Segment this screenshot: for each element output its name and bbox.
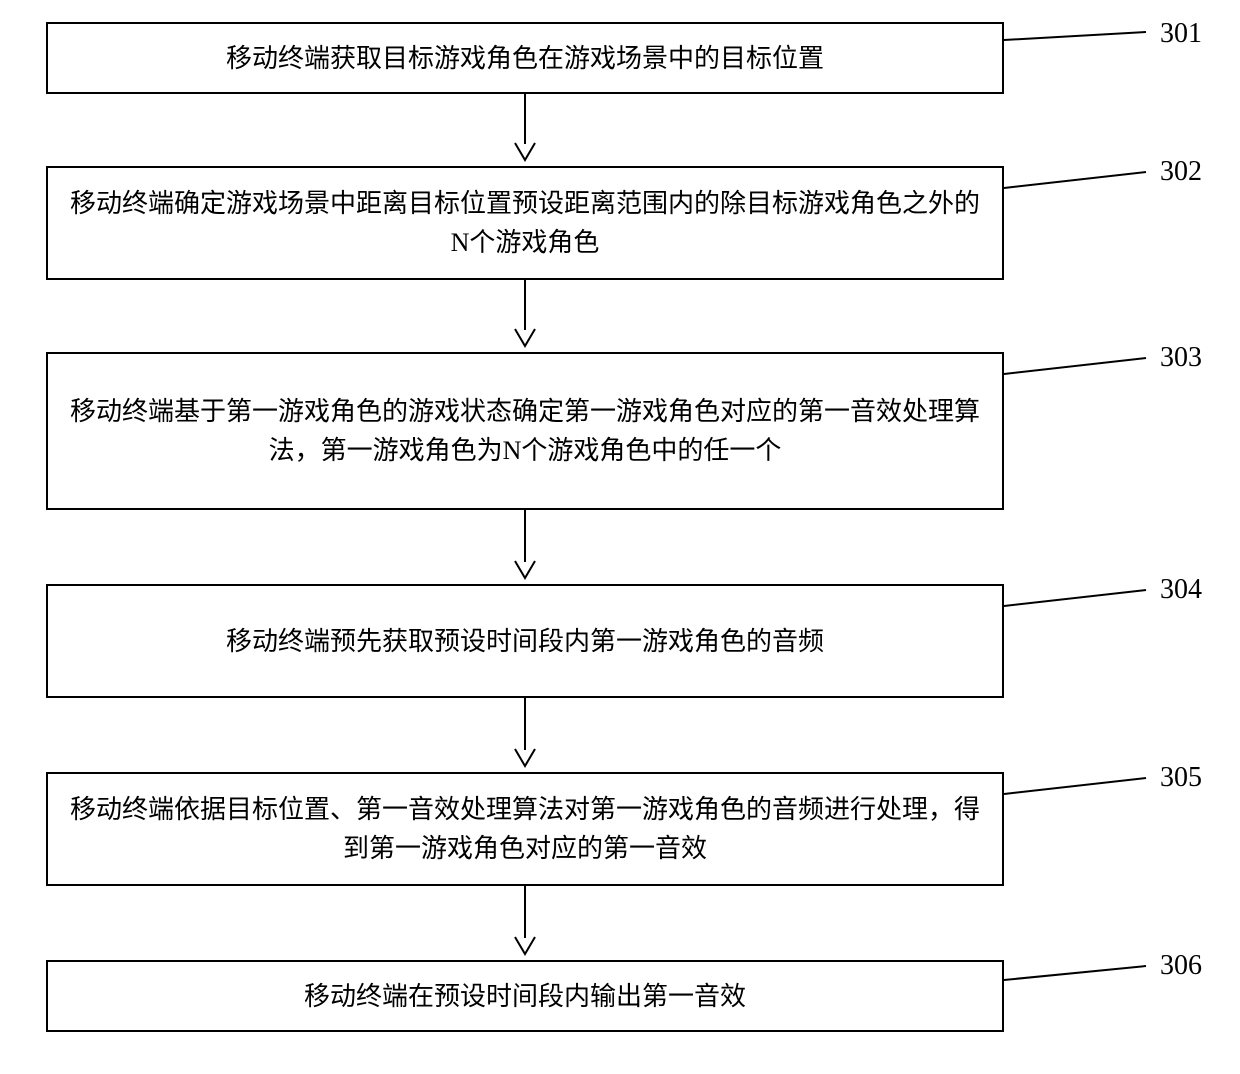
flow-step-text: 移动终端获取目标游戏角色在游戏场景中的目标位置 <box>226 39 824 78</box>
flowchart-canvas: 移动终端获取目标游戏角色在游戏场景中的目标位置 301 移动终端确定游戏场景中距… <box>0 0 1240 1074</box>
step-label-306: 306 <box>1160 950 1202 982</box>
flow-arrow <box>524 280 526 330</box>
step-label-301: 301 <box>1160 18 1202 50</box>
step-label-305: 305 <box>1160 762 1202 794</box>
flow-step-text: 移动终端在预设时间段内输出第一音效 <box>304 977 746 1016</box>
flow-step-text: 移动终端依据目标位置、第一音效处理算法对第一游戏角色的音频进行处理，得到第一游戏… <box>64 790 986 868</box>
flow-step-304: 移动终端预先获取预设时间段内第一游戏角色的音频 <box>46 584 1004 698</box>
flow-step-301: 移动终端获取目标游戏角色在游戏场景中的目标位置 <box>46 22 1004 94</box>
flow-step-306: 移动终端在预设时间段内输出第一音效 <box>46 960 1004 1032</box>
step-label-304: 304 <box>1160 574 1202 606</box>
flow-step-303: 移动终端基于第一游戏角色的游戏状态确定第一游戏角色对应的第一音效处理算法，第一游… <box>46 352 1004 510</box>
flow-arrow <box>524 698 526 750</box>
leader-line-302 <box>1004 170 1150 192</box>
flow-step-305: 移动终端依据目标位置、第一音效处理算法对第一游戏角色的音频进行处理，得到第一游戏… <box>46 772 1004 886</box>
leader-line-306 <box>1004 964 1150 986</box>
flow-arrow <box>524 94 526 144</box>
flow-arrow <box>524 510 526 562</box>
flow-arrow <box>524 886 526 938</box>
flow-step-text: 移动终端确定游戏场景中距离目标位置预设距离范围内的除目标游戏角色之外的N个游戏角… <box>64 184 986 262</box>
leader-line-303 <box>1004 356 1150 378</box>
flow-step-text: 移动终端基于第一游戏角色的游戏状态确定第一游戏角色对应的第一音效处理算法，第一游… <box>64 392 986 470</box>
step-label-303: 303 <box>1160 342 1202 374</box>
leader-line-305 <box>1004 776 1150 798</box>
step-label-302: 302 <box>1160 156 1202 188</box>
flow-step-302: 移动终端确定游戏场景中距离目标位置预设距离范围内的除目标游戏角色之外的N个游戏角… <box>46 166 1004 280</box>
leader-line-304 <box>1004 588 1150 610</box>
flow-step-text: 移动终端预先获取预设时间段内第一游戏角色的音频 <box>226 622 824 661</box>
leader-line-301 <box>1004 30 1150 48</box>
